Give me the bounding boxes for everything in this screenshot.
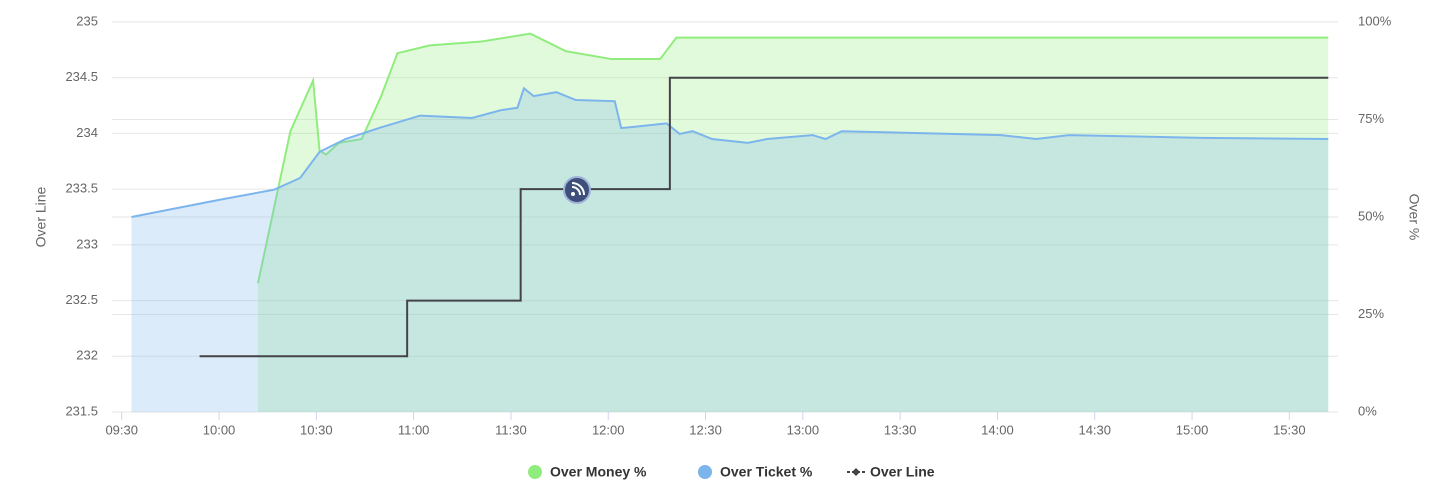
- line: [256, 32, 1329, 284]
- y2-tick-label: 75%: [1358, 111, 1384, 126]
- legend-text: Over Money %: [550, 464, 647, 480]
- x-tick-label: 13:30: [884, 422, 917, 437]
- y-tick-label: 232: [76, 348, 98, 363]
- line: [131, 86, 1329, 218]
- x-tick-label: 14:30: [1078, 422, 1111, 437]
- y-tick-label: 231.5: [65, 403, 98, 418]
- x-tick-label: 12:00: [592, 422, 625, 437]
- y2-tick-label: 25%: [1358, 306, 1384, 321]
- y-tick-label: 235: [76, 13, 98, 28]
- y-tick-label: 233: [76, 236, 98, 251]
- plot-area: [131, 32, 1329, 413]
- legend-symbol: [528, 465, 542, 479]
- legend-text: Over Ticket %: [720, 464, 813, 480]
- legend-symbol: [698, 465, 712, 479]
- x-tick-label: 10:00: [203, 422, 236, 437]
- y2-tick-label: 50%: [1358, 208, 1384, 223]
- area: [131, 88, 1329, 413]
- step-line: [199, 76, 1329, 358]
- y2-tick-label: 100%: [1358, 13, 1392, 28]
- x-tick-label: 09:30: [105, 422, 138, 437]
- x-tick-label: 11:30: [495, 422, 527, 437]
- y-tick-label: 233.5: [65, 181, 98, 196]
- x-tick-label: 13:00: [787, 422, 820, 437]
- x-tick-label: 15:30: [1273, 422, 1306, 437]
- y-tick-label: 234.5: [65, 69, 98, 84]
- area: [257, 33, 1329, 412]
- x-tick-label: 14:00: [981, 422, 1014, 437]
- legend-symbol: [852, 468, 860, 476]
- y-tick-label: 234: [76, 125, 98, 140]
- icon-dot: [571, 192, 575, 196]
- y-tick-label: 232.5: [65, 292, 98, 307]
- grid: 231.5 232 232.5 233 233.5 234 234.5 235 0% 25% 50%…: [65, 13, 1391, 437]
- y-axis-title: Over Line: [33, 186, 49, 247]
- legend: Over Money % Over Ticket % Over Line: [528, 464, 935, 480]
- x-tick-label: 15:00: [1176, 422, 1209, 437]
- x-tick-label: 11:00: [398, 422, 430, 437]
- x-tick-label: 12:30: [689, 422, 722, 437]
- y2-axis-title: Over %: [1406, 194, 1422, 241]
- icon-glyph: [571, 182, 585, 196]
- x-tick-label: 10:30: [300, 422, 333, 437]
- y2-tick-label: 0%: [1358, 403, 1377, 418]
- legend-text: Over Line: [870, 464, 935, 480]
